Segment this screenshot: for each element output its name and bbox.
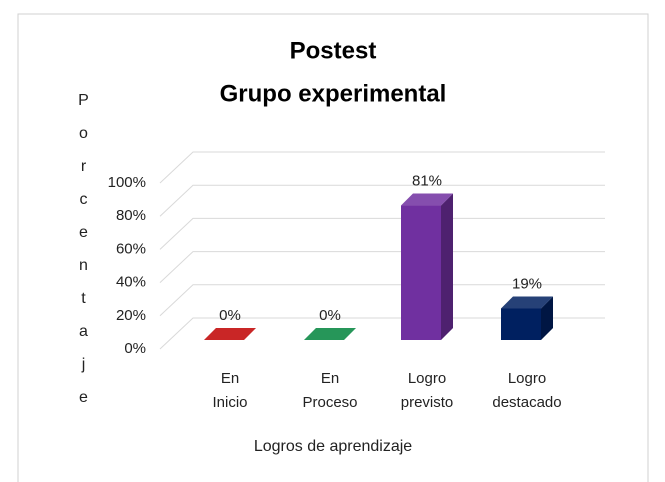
bar-side-shade: [441, 193, 453, 340]
y-tick-label: 60%: [116, 240, 146, 257]
bar-side: [441, 193, 453, 340]
bar-top-shade: [501, 296, 553, 309]
bar-top: [304, 328, 356, 340]
grid-line: [159, 217, 605, 250]
value-label: 0%: [219, 307, 241, 324]
x-tick-label: En Inicio: [212, 370, 247, 411]
bar-front: [501, 308, 541, 340]
chart-frame: [17, 13, 649, 482]
value-label: 0%: [319, 307, 341, 324]
bar-top-shade: [401, 193, 453, 206]
y-tick-label: 20%: [116, 307, 146, 324]
grid-line: [159, 151, 605, 184]
bar: [401, 193, 453, 340]
x-tick-label: Logro previsto: [401, 370, 454, 411]
y-tick-label: 100%: [108, 174, 146, 191]
grid-line: [159, 284, 605, 317]
bar: [204, 328, 256, 340]
bar-top-shade: [204, 328, 256, 340]
bar: [304, 328, 356, 340]
grid-line: [159, 251, 605, 283]
bar-side: [541, 296, 553, 340]
chart-subtitle: Grupo experimental: [220, 80, 447, 107]
value-label: 81%: [412, 173, 442, 190]
bar-front: [401, 205, 441, 340]
bar-side-shade: [541, 296, 553, 340]
chart-title: Postest: [290, 37, 377, 64]
bar: [501, 296, 553, 340]
x-tick-label: Logro destacado: [492, 370, 561, 411]
grid-line: [159, 184, 605, 217]
grid-line: [159, 317, 605, 350]
x-axis-label: Logros de aprendizaje: [254, 438, 412, 455]
y-tick-label: 0%: [124, 340, 146, 357]
bar-top: [501, 296, 553, 309]
bar-top: [401, 193, 453, 206]
value-label: 19%: [512, 275, 542, 292]
x-tick-label: En Proceso: [302, 370, 357, 411]
bar-top-shade: [304, 328, 356, 340]
y-axis-label: Porcentaje: [75, 92, 92, 422]
y-tick-label: 40%: [116, 274, 146, 291]
y-tick-label: 80%: [116, 207, 146, 224]
bar-top: [204, 328, 256, 340]
